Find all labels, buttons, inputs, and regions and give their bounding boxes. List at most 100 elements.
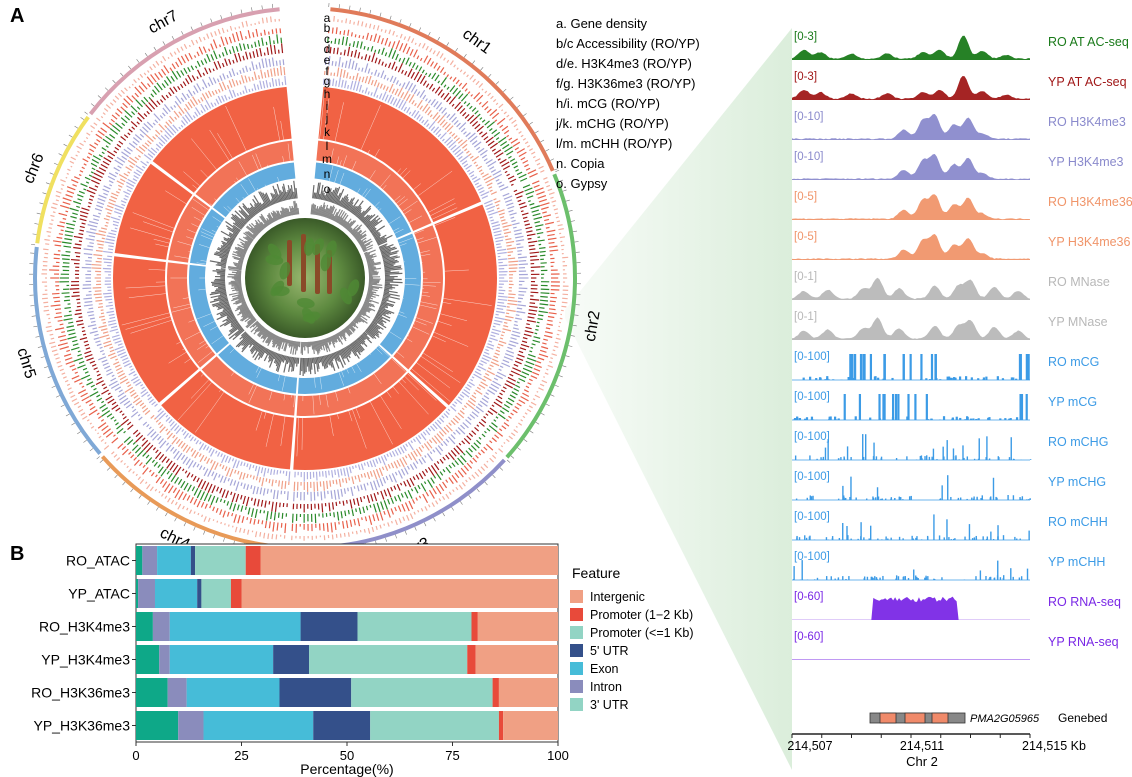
circos-bar bbox=[421, 119, 425, 124]
circos-bar bbox=[313, 341, 316, 350]
circos-bar bbox=[480, 449, 485, 454]
circos-bar bbox=[505, 240, 515, 244]
circos-bar bbox=[451, 116, 457, 123]
circos-bar bbox=[382, 298, 396, 304]
circos-bar bbox=[474, 123, 481, 130]
circos-bar bbox=[351, 60, 355, 70]
circos-bar bbox=[293, 191, 296, 199]
circos-speckle bbox=[212, 216, 222, 223]
circos-bar bbox=[387, 463, 391, 469]
circos-bar bbox=[209, 449, 215, 457]
track-bar bbox=[1004, 418, 1007, 420]
track-bar bbox=[890, 497, 893, 500]
circos-bar bbox=[215, 268, 226, 272]
circos-bar bbox=[436, 473, 442, 481]
circos-bar bbox=[67, 168, 71, 172]
circos-bar bbox=[232, 253, 245, 259]
circos-bar bbox=[238, 290, 243, 293]
circos-bar bbox=[415, 460, 419, 464]
circos-speckle bbox=[293, 395, 295, 408]
track-bar bbox=[950, 539, 953, 540]
circos-bar bbox=[422, 80, 427, 86]
legend-entry: Promoter (<=1 Kb) bbox=[590, 626, 694, 640]
panel-a-letter: A bbox=[10, 5, 24, 27]
circos-bar bbox=[45, 325, 52, 329]
circos-bar bbox=[236, 303, 247, 310]
circos-bar bbox=[111, 374, 115, 377]
circos-bar bbox=[345, 500, 348, 504]
circos-bar bbox=[448, 436, 456, 445]
circos-bar bbox=[537, 357, 545, 361]
circos-bar bbox=[356, 315, 368, 324]
circos-bar bbox=[332, 479, 335, 484]
circos-bar bbox=[81, 166, 85, 170]
circos-bar bbox=[121, 413, 125, 416]
circos-bar bbox=[71, 368, 77, 371]
circos-bar bbox=[120, 106, 126, 111]
circos-bar bbox=[371, 321, 384, 330]
track-bar bbox=[863, 354, 866, 380]
circos-bar bbox=[540, 292, 550, 294]
circos-bar bbox=[374, 317, 384, 323]
circos-bar bbox=[427, 466, 435, 476]
circos-bar bbox=[477, 452, 482, 456]
circos-bar bbox=[239, 257, 245, 260]
circos-bar bbox=[516, 195, 523, 199]
circos-bar bbox=[518, 259, 527, 262]
circos-bar bbox=[366, 258, 374, 262]
circos-bar bbox=[89, 360, 96, 364]
circos-bar bbox=[260, 215, 269, 227]
circos-bar bbox=[220, 454, 226, 464]
circos-bar bbox=[383, 74, 387, 80]
bar-segment-RO_ATAC-2 bbox=[142, 546, 158, 575]
circos-bar bbox=[349, 76, 352, 80]
circos-bar bbox=[338, 77, 341, 88]
circos-bar bbox=[446, 86, 450, 90]
circos-bar bbox=[127, 384, 132, 388]
circos-bar bbox=[216, 311, 233, 321]
circos-bar bbox=[459, 139, 468, 147]
circos-bar bbox=[68, 332, 76, 336]
legend-title: Feature bbox=[572, 565, 620, 581]
circos-bar bbox=[368, 283, 383, 286]
track-bar bbox=[871, 576, 873, 580]
chrom-tick bbox=[144, 52, 148, 57]
circos-bar bbox=[514, 147, 520, 151]
track-label: YP AT AC-seq bbox=[1048, 75, 1127, 89]
circos-bar bbox=[354, 233, 361, 239]
circos-bar bbox=[490, 334, 496, 338]
circos-bar bbox=[427, 427, 432, 432]
circos-bar bbox=[350, 486, 354, 497]
bar-segment-YP_H3K4me3-7 bbox=[475, 645, 558, 674]
chrom-tick bbox=[104, 87, 109, 91]
circos-bar bbox=[275, 60, 278, 66]
gene-exon bbox=[879, 712, 897, 724]
circos-speckle bbox=[369, 170, 376, 180]
circos-bar bbox=[166, 430, 171, 436]
circos-bar bbox=[97, 306, 104, 309]
track-bar bbox=[849, 354, 852, 380]
track-bar bbox=[872, 496, 874, 500]
circos-bar bbox=[465, 450, 473, 458]
circos-bar bbox=[511, 333, 520, 338]
circos-bar bbox=[270, 200, 274, 205]
circos-bar bbox=[123, 148, 131, 155]
circos-bar bbox=[261, 203, 266, 210]
circos-speckle bbox=[440, 313, 468, 322]
circos-bar bbox=[376, 25, 380, 31]
circos-bar bbox=[329, 189, 335, 203]
circos-bar bbox=[163, 79, 169, 86]
circos-bar bbox=[479, 117, 483, 120]
circos-legend: a. Gene density b/c Accessibility (RO/YP… bbox=[555, 16, 700, 191]
circos-bar bbox=[270, 68, 273, 77]
track-bar bbox=[957, 497, 960, 500]
circos-bar bbox=[96, 239, 105, 243]
circos-bar bbox=[416, 114, 421, 120]
genome-axis-label: Chr 2 bbox=[906, 754, 938, 769]
track-label: RO AT AC-seq bbox=[1048, 35, 1129, 49]
plant-leaf bbox=[296, 297, 315, 309]
circos-bar bbox=[505, 418, 509, 422]
circos-bar bbox=[505, 438, 510, 443]
circos-bar bbox=[424, 106, 431, 114]
circos-bar bbox=[351, 509, 355, 517]
